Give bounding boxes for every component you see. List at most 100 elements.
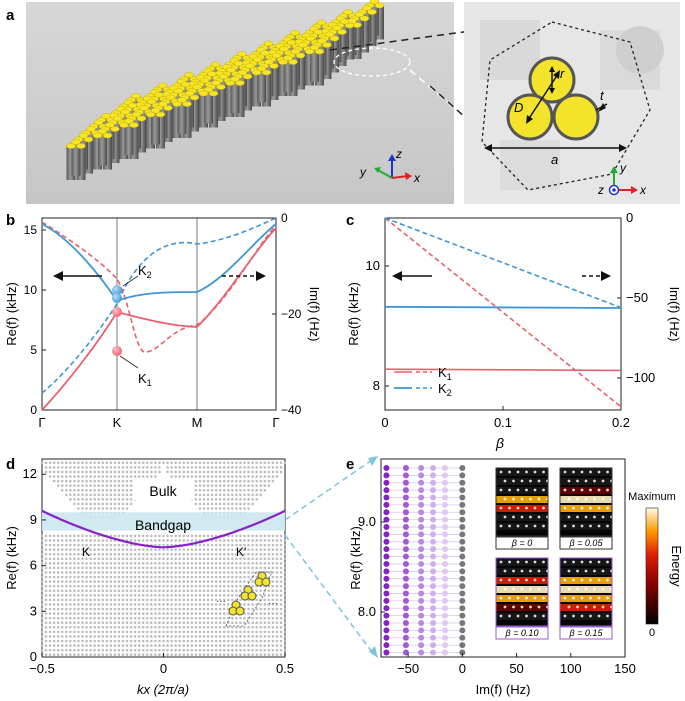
bulk-dot bbox=[235, 461, 238, 465]
bulk-dot bbox=[178, 539, 181, 542]
bulk-dot bbox=[105, 557, 109, 561]
bulk-dot bbox=[239, 493, 242, 497]
bulk-dot bbox=[218, 557, 222, 561]
bulk-dot bbox=[210, 584, 214, 588]
bulk-dot bbox=[186, 630, 190, 634]
bulk-dot bbox=[214, 594, 218, 597]
bulk-dot bbox=[129, 594, 133, 597]
bulk-dot bbox=[267, 612, 271, 615]
panel-e-label: e bbox=[346, 456, 354, 473]
bulk-dot bbox=[93, 562, 96, 565]
bulk-dot bbox=[109, 479, 113, 483]
e-dot bbox=[402, 538, 409, 545]
bulk-dot bbox=[129, 630, 133, 634]
e-xtick-label: 0 bbox=[459, 661, 466, 676]
bulk-dot bbox=[77, 653, 80, 657]
bulk-dot bbox=[117, 557, 121, 561]
bulk-dot bbox=[60, 557, 64, 561]
bulk-dot bbox=[60, 543, 64, 547]
bulk-dot bbox=[279, 630, 283, 634]
bulk-dot bbox=[251, 644, 254, 647]
bulk-dot bbox=[243, 498, 246, 501]
bulk-dot bbox=[117, 552, 121, 556]
bulk-dot bbox=[251, 648, 254, 652]
bulk-dot bbox=[190, 557, 194, 561]
bulk-dot bbox=[105, 644, 109, 647]
e-dot bbox=[418, 627, 425, 634]
bulk-dot bbox=[255, 488, 258, 492]
bulk-dot bbox=[52, 594, 56, 597]
bulk-dot bbox=[141, 653, 145, 657]
bulk-dot bbox=[239, 552, 242, 556]
bulk-dot bbox=[239, 475, 242, 478]
e-dot bbox=[441, 583, 448, 590]
bulk-dot bbox=[93, 648, 96, 652]
bulk-dot bbox=[170, 461, 173, 465]
bulk-dot bbox=[146, 461, 149, 465]
bulk-dot bbox=[89, 507, 92, 510]
bulk-dot bbox=[271, 621, 275, 625]
bulk-dot bbox=[239, 589, 242, 593]
e-xtick-label: −50 bbox=[397, 661, 419, 676]
bulk-dot bbox=[105, 580, 109, 583]
bulk-dot bbox=[198, 648, 202, 652]
bulk-dot bbox=[174, 552, 177, 556]
bulk-dot bbox=[89, 484, 92, 487]
bulk-dot bbox=[218, 626, 222, 629]
bulk-dot bbox=[251, 630, 254, 634]
bulk-dot bbox=[235, 470, 238, 474]
bulk-dot bbox=[97, 584, 100, 588]
bulk-dot bbox=[210, 498, 214, 501]
bulk-dot bbox=[247, 575, 250, 579]
bulk-dot bbox=[89, 498, 92, 501]
bulk-dot bbox=[85, 603, 88, 606]
bulk-dot bbox=[65, 543, 68, 547]
bulk-dot bbox=[235, 653, 238, 657]
bulk-dot bbox=[65, 557, 68, 561]
bulk-dot bbox=[154, 575, 157, 579]
bulk-dot bbox=[235, 557, 238, 561]
bulk-dot bbox=[77, 580, 80, 583]
bulk-dot bbox=[174, 466, 177, 469]
bulk-dot bbox=[170, 630, 173, 634]
bulk-dot bbox=[85, 607, 88, 611]
bulk-dot bbox=[117, 461, 121, 465]
bulk-dot bbox=[202, 562, 206, 565]
bulk-dot bbox=[133, 648, 137, 652]
bulk-dot bbox=[52, 639, 56, 643]
bulk-dot bbox=[117, 648, 121, 652]
bulk-dot bbox=[146, 644, 149, 647]
bulk-dot bbox=[174, 548, 177, 551]
bulk-dot bbox=[137, 580, 141, 583]
bulk-dot bbox=[150, 607, 153, 611]
bulk-dot bbox=[190, 648, 194, 652]
bulk-dot bbox=[125, 534, 129, 538]
bulk-dot bbox=[93, 543, 96, 547]
bulk-dot bbox=[113, 493, 117, 497]
bulk-dot bbox=[60, 639, 64, 643]
bulk-dot bbox=[133, 571, 137, 574]
bulk-dot bbox=[105, 470, 109, 474]
bulk-dot bbox=[158, 543, 161, 547]
bulk-dot bbox=[178, 621, 181, 625]
bulk-dot bbox=[182, 584, 186, 588]
e-dot bbox=[383, 524, 390, 531]
bulk-dot bbox=[231, 653, 234, 657]
bulk-dot bbox=[89, 566, 92, 570]
bulk-dot bbox=[133, 539, 137, 542]
bulk-dot bbox=[69, 612, 72, 615]
bulk-dot bbox=[206, 635, 210, 638]
bulk-dot bbox=[202, 648, 206, 652]
bulk-dot bbox=[239, 616, 242, 620]
bulk-dot bbox=[93, 479, 96, 483]
bulk-dot bbox=[222, 498, 226, 501]
bulk-dot bbox=[271, 575, 275, 579]
bulk-dot bbox=[109, 630, 113, 634]
bulk-dot bbox=[137, 548, 141, 551]
bulk-dot bbox=[146, 557, 149, 561]
bulk-dot bbox=[117, 639, 121, 643]
bulk-dot bbox=[129, 484, 133, 487]
bulk-dot bbox=[194, 466, 198, 469]
bulk-dot bbox=[182, 539, 186, 542]
bulk-dot bbox=[166, 648, 169, 652]
